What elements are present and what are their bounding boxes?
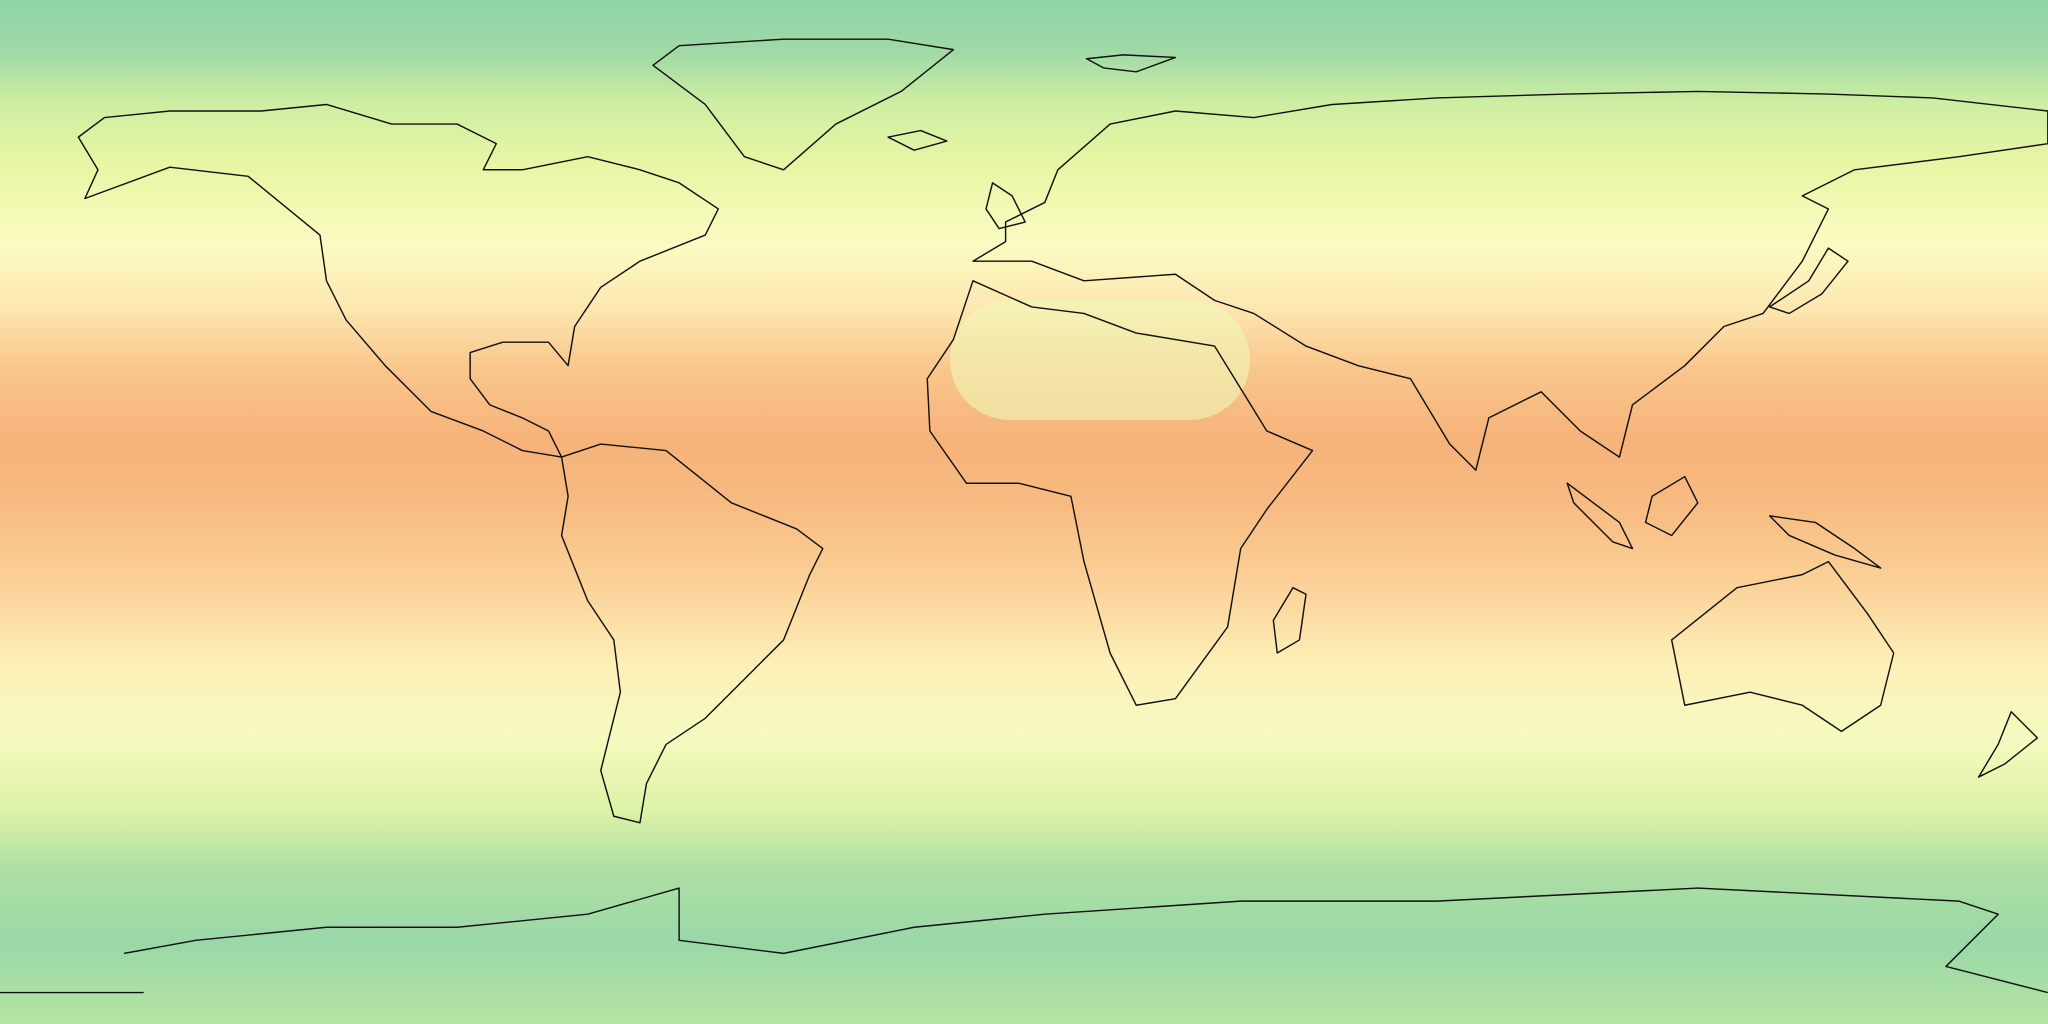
- coastline-greenland: [652, 38, 955, 171]
- coastline-australia: [1670, 560, 1895, 733]
- coastline-svalbard: [1085, 54, 1177, 73]
- coastline-madagascar: [1272, 586, 1307, 654]
- coastline-iceland: [887, 129, 948, 151]
- coastline-antarctica: [0, 887, 2048, 994]
- coastline-sumatra: [1566, 482, 1634, 550]
- coastline-uk: [985, 182, 1026, 230]
- coastline-japan: [1768, 247, 1849, 315]
- coastline-eurasia: [972, 90, 2048, 471]
- coastline-new-guinea: [1768, 515, 1882, 569]
- coastline-north-america: [77, 103, 720, 458]
- coastline-borneo: [1644, 475, 1699, 537]
- coastline-africa: [926, 280, 1314, 706]
- coastline-south-america: [560, 443, 824, 824]
- sahara-low-region: [950, 300, 1250, 420]
- coastline-new-zealand: [1977, 711, 2039, 778]
